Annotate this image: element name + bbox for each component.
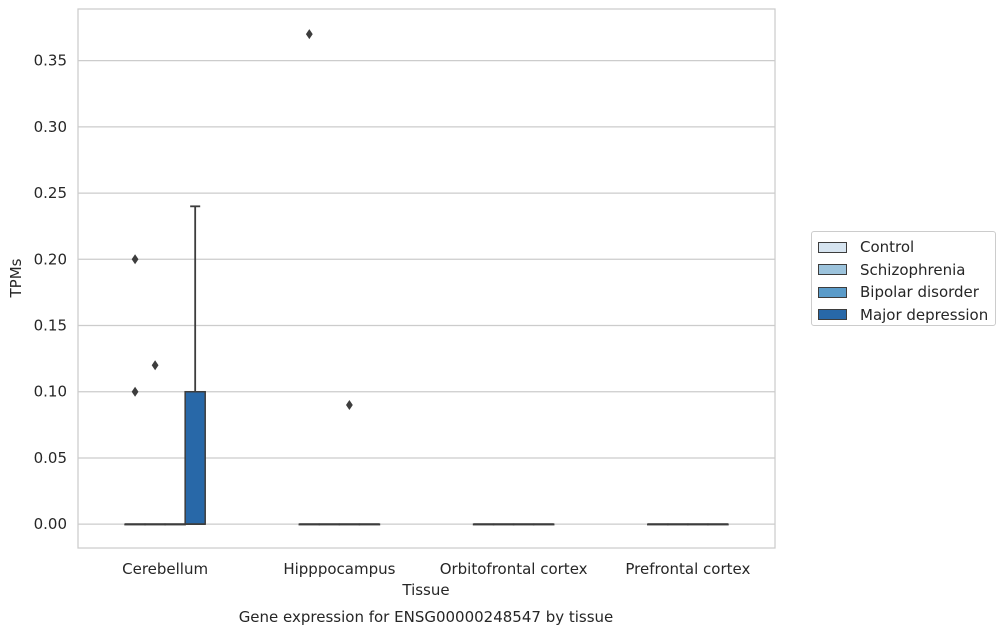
outlier-point <box>131 386 139 397</box>
legend-label: Major depression <box>860 305 989 324</box>
box-major-depression <box>358 523 381 526</box>
outlier-point <box>305 29 313 40</box>
legend-label: Bipolar disorder <box>860 283 979 302</box>
legend-item: Control <box>818 236 995 259</box>
box-schizophrenia <box>318 523 341 526</box>
x-tick-label: Hipppocampus <box>283 560 395 578</box>
legend-swatch <box>818 309 847 321</box>
box-bipolar-disorder <box>338 399 361 526</box>
legend-swatch <box>818 264 847 276</box>
x-tick-label: Prefrontal cortex <box>625 560 750 578</box>
box-schizophrenia <box>667 523 689 526</box>
legend-swatch <box>818 286 847 298</box>
y-tick-label: 0.15 <box>34 317 67 335</box>
x-tick-label: Orbitofrontal cortex <box>440 560 588 578</box>
grid <box>78 60 775 525</box>
box-major-depression <box>707 523 729 526</box>
y-tick-label: 0.35 <box>34 52 67 70</box>
box-schizophrenia <box>492 523 515 526</box>
legend-label: Control <box>860 238 915 257</box>
boxplots <box>124 29 729 526</box>
box-control <box>647 523 669 526</box>
outlier-point <box>131 254 139 265</box>
box-major-depression <box>184 205 206 526</box>
y-tick-labels: 0.00 0.05 0.10 0.15 0.20 0.25 0.30 0.35 <box>34 52 67 534</box>
y-tick-label: 0.10 <box>34 383 67 401</box>
y-tick-label: 0.00 <box>34 515 67 533</box>
outlier-point <box>151 360 159 371</box>
legend-item: Bipolar disorder <box>818 281 995 304</box>
box-control <box>298 29 321 526</box>
legend-item: Schizophrenia <box>818 259 995 282</box>
y-tick-label: 0.20 <box>34 250 67 268</box>
box-control <box>472 523 495 526</box>
plot-area-frame <box>77 8 776 549</box>
legend-label: Schizophrenia <box>860 260 966 279</box>
legend: Control Schizophrenia Bipolar disorder Majo… <box>811 231 996 326</box>
box-body <box>184 390 206 525</box>
box-control <box>124 254 146 526</box>
x-tick-label: Cerebellum <box>122 560 208 578</box>
legend-swatch <box>818 241 847 253</box>
x-tick-labels: Cerebellum Hipppocampus Orbitofrontal cort… <box>122 560 750 578</box>
outlier-point <box>345 399 353 410</box>
y-tick-label: 0.30 <box>34 118 67 136</box>
box-major-depression <box>532 523 555 526</box>
chart-caption: Gene expression for ENSG00000248547 by t… <box>239 608 614 626</box>
y-tick-label: 0.05 <box>34 449 67 467</box>
x-axis-label: Tissue <box>401 581 449 599</box>
box-bipolar-disorder <box>512 523 535 526</box>
box-bipolar-disorder <box>687 523 709 526</box>
y-axis-label: TPMs <box>7 258 25 298</box>
legend-item: Major depression <box>818 304 995 327</box>
box-schizophrenia <box>144 360 166 526</box>
y-tick-label: 0.25 <box>34 184 67 202</box>
box-bipolar-disorder <box>164 523 186 526</box>
